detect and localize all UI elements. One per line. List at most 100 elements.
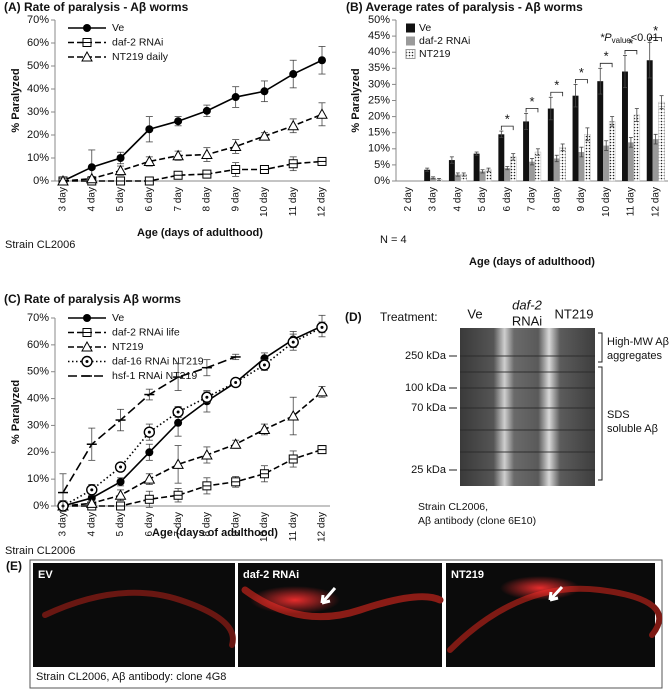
marker-shape xyxy=(145,448,154,457)
x-tick-label: 7 day xyxy=(173,187,184,211)
marker xyxy=(85,172,98,184)
marker-shape xyxy=(229,140,242,151)
marker xyxy=(288,159,298,169)
x-tick-label: 11 day xyxy=(288,512,299,541)
bar xyxy=(584,134,591,182)
bracket-label: High-MW Aβ xyxy=(607,336,669,348)
note: Strain CL2006 xyxy=(5,545,75,557)
x-tick-label: 5 day xyxy=(115,187,126,211)
legend-label: Ve xyxy=(419,22,431,34)
x-axis-label: Age (days of adulthood) xyxy=(137,227,263,239)
bracket xyxy=(598,332,603,481)
marker xyxy=(316,321,328,334)
error-bar xyxy=(535,148,540,156)
y-tick-label: 30% xyxy=(368,78,390,90)
bar xyxy=(572,95,579,181)
x-tick-label: 9 day xyxy=(230,512,241,536)
marker xyxy=(114,461,127,473)
marker-shape xyxy=(116,154,125,162)
bar xyxy=(448,160,455,181)
marker-label: 250 kDa xyxy=(405,350,447,362)
bar xyxy=(553,158,560,181)
marker xyxy=(145,448,154,457)
error-bar xyxy=(585,127,590,142)
marker xyxy=(116,154,125,162)
image-label: NT219 xyxy=(451,569,484,581)
note: Strain CL2006 xyxy=(5,239,75,251)
marker-shape xyxy=(83,314,91,322)
marker xyxy=(260,87,269,96)
x-tick-label: 4 day xyxy=(86,512,97,536)
error-bar xyxy=(579,146,584,158)
y-tick-label: 15% xyxy=(368,127,390,139)
marker-shape xyxy=(231,93,240,102)
error-bar xyxy=(598,67,603,95)
significance-bracket xyxy=(575,79,588,84)
marker xyxy=(231,165,241,174)
error-bar xyxy=(634,108,639,122)
micrograph xyxy=(33,563,235,667)
marker xyxy=(145,125,154,134)
y-tick-label: 40% xyxy=(27,83,49,95)
bar xyxy=(424,169,431,181)
caption: Strain CL2006, Aβ antibody: clone 4G8 xyxy=(36,671,226,683)
marker xyxy=(318,56,326,65)
error-bar xyxy=(659,95,664,109)
x-tick-label: 6 day xyxy=(144,512,155,536)
error-bar xyxy=(610,116,615,127)
marker xyxy=(143,155,156,166)
y-tick-label: 20% xyxy=(368,111,390,123)
marker xyxy=(287,336,299,348)
marker xyxy=(114,164,127,176)
marker-shape xyxy=(83,24,91,32)
legend-label: Ve xyxy=(112,22,124,34)
marker-shape xyxy=(201,148,213,160)
note: N = 4 xyxy=(380,234,407,246)
marker-shape xyxy=(145,125,154,134)
significance-bracket xyxy=(550,91,564,97)
error-bar xyxy=(461,172,466,177)
x-tick-label: 10 day xyxy=(259,512,270,542)
x-tick-label: 11 day xyxy=(626,187,637,216)
legend-label: daf-2 RNAi life xyxy=(112,326,180,338)
error-bar xyxy=(604,140,609,151)
bracket-label: soluble Aβ xyxy=(607,423,658,435)
x-tick-label: 12 day xyxy=(317,187,328,217)
error-bar xyxy=(647,42,652,79)
bar xyxy=(479,171,486,181)
marker-shape xyxy=(174,418,183,427)
y-tick-label: 0% xyxy=(33,500,49,512)
x-tick-label: 11 day xyxy=(288,187,299,216)
marker-shape xyxy=(289,70,298,79)
significance-bracket xyxy=(649,37,662,42)
x-tick-label: 3 day xyxy=(58,512,69,536)
error-bar xyxy=(573,84,578,108)
marker xyxy=(86,484,98,496)
marker xyxy=(144,494,154,504)
significance-star: * xyxy=(505,112,510,127)
error-bar xyxy=(511,153,516,161)
marker-shape xyxy=(119,465,123,469)
marker-shape xyxy=(57,174,69,186)
marker-shape xyxy=(81,50,93,62)
error-bar xyxy=(431,176,436,180)
lane-label: RNAi xyxy=(512,313,542,328)
marker-shape xyxy=(201,448,213,460)
marker-label: 25 kDa xyxy=(411,464,447,476)
marker xyxy=(288,454,298,464)
x-tick-label: 8 day xyxy=(551,187,562,211)
marker xyxy=(144,176,154,186)
bar xyxy=(633,114,641,182)
marker xyxy=(231,477,241,487)
marker xyxy=(259,469,269,479)
marker xyxy=(316,385,328,397)
x-tick-label: 7 day xyxy=(527,187,538,211)
error-bar xyxy=(455,172,460,177)
marker xyxy=(289,70,298,79)
bar xyxy=(529,161,535,181)
bar xyxy=(534,151,542,182)
marker-shape xyxy=(234,380,238,384)
error-bar xyxy=(560,143,565,151)
x-tick-label: 4 day xyxy=(452,187,463,211)
